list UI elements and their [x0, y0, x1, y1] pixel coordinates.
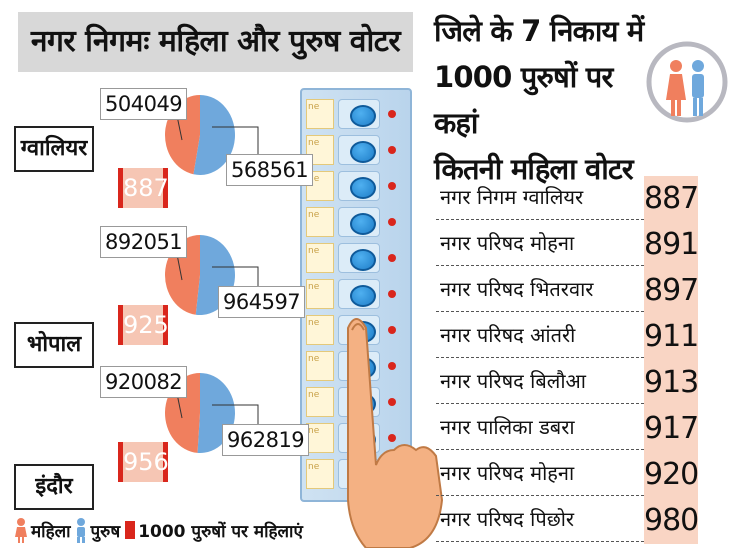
- evm-led: [388, 146, 396, 154]
- evm-button: [350, 285, 376, 307]
- table-row: नगर पालिका डबरा 917: [436, 406, 699, 452]
- left-title: नगर निगमः महिला और पुरुष वोटर: [18, 12, 413, 72]
- woman-icon: [15, 518, 27, 543]
- evm-candidate-slot: ne: [306, 387, 334, 417]
- voters-icon: [646, 26, 728, 144]
- evm-candidate-slot: ne: [306, 99, 334, 129]
- table-row-label: नगर परिषद मोहना: [440, 461, 575, 485]
- table-row-value: 980: [644, 498, 699, 544]
- evm-candidate-slot: ne: [306, 315, 334, 345]
- evm-row: ne: [302, 132, 410, 168]
- evm-candidate-slot: ne: [306, 423, 334, 453]
- leader-line: [212, 126, 259, 156]
- table-row-value: 917: [644, 406, 699, 452]
- hand-illustration: [347, 318, 444, 548]
- table-row-value: 887: [644, 176, 699, 222]
- female-voters-value: 504049: [100, 88, 188, 120]
- table-row-value: 891: [644, 222, 699, 268]
- table-row-label: नगर परिषद पिछोर: [440, 507, 575, 531]
- male-voters-value: 962819: [222, 424, 310, 456]
- evm-button: [350, 177, 376, 199]
- table-row: नगर परिषद मोहना 920: [436, 452, 699, 498]
- evm-candidate-slot: ne: [306, 459, 334, 489]
- evm-button: [350, 213, 376, 235]
- table-row: नगर परिषद पिछोर 980: [436, 498, 699, 544]
- table-row-label: नगर निगम ग्वालियर: [440, 185, 584, 209]
- evm-row: ne: [302, 204, 410, 240]
- city-label: भोपाल: [14, 322, 94, 368]
- row-divider: [436, 403, 644, 404]
- evm-row: ne: [302, 240, 410, 276]
- legend-ratio-swatch: [125, 521, 136, 539]
- table-row-value: 913: [644, 360, 699, 406]
- evm-candidate-slot: ne: [306, 279, 334, 309]
- table-row-value: 897: [644, 268, 699, 314]
- evm-candidate-slot: ne: [306, 207, 334, 237]
- city-label: इंदौर: [14, 464, 94, 510]
- right-title-line: 1000 पुरुषों पर कहां: [434, 60, 613, 140]
- female-voters-value: 892051: [100, 226, 188, 258]
- evm-led: [388, 398, 396, 406]
- table-row: नगर निगम ग्वालियर 887: [436, 176, 699, 222]
- table-row: नगर परिषद मोहना 891: [436, 222, 699, 268]
- ratio-value: 925: [118, 305, 169, 345]
- table-row-label: नगर परिषद बिलौआ: [440, 369, 586, 393]
- table-row-label: नगर परिषद आंतरी: [440, 323, 576, 347]
- legend: महिला पुरुष 1000 पुरुषों पर महिलाएं: [14, 516, 303, 544]
- evm-button: [350, 105, 376, 127]
- evm-row: ne: [302, 168, 410, 204]
- row-divider: [436, 219, 644, 220]
- evm-led: [388, 254, 396, 262]
- table-row: नगर परिषद बिलौआ 913: [436, 360, 699, 406]
- evm-led: [388, 362, 396, 370]
- evm-led: [388, 290, 396, 298]
- male-voters-value: 568561: [226, 154, 314, 186]
- right-title-line: कितनी महिला वोटर: [434, 152, 634, 186]
- right-title: जिले के 7 निकाय में 1000 पुरुषों पर कहां…: [434, 8, 654, 192]
- evm-button: [350, 249, 376, 271]
- legend-male: पुरुष: [90, 521, 121, 542]
- legend-female: महिला: [31, 521, 71, 542]
- legend-ratio: 1000 पुरुषों पर महिलाएं: [138, 521, 303, 542]
- evm-candidate-slot: ne: [306, 171, 334, 201]
- table-row-value: 911: [644, 314, 699, 360]
- evm-led: [388, 434, 396, 442]
- evm-led: [388, 110, 396, 118]
- ratio-value: 887: [118, 168, 169, 208]
- table-row-value: 920: [644, 452, 699, 498]
- evm-led: [388, 326, 396, 334]
- evm-candidate-slot: ne: [306, 243, 334, 273]
- evm-button: [350, 141, 376, 163]
- pie-slice-male: [193, 95, 235, 175]
- table-row-label: नगर परिषद भितरवार: [440, 277, 594, 301]
- city-label: ग्वालियर: [14, 126, 94, 172]
- female-voters-value: 920082: [100, 366, 188, 398]
- male-voters-value: 964597: [218, 286, 306, 318]
- evm-led: [388, 218, 396, 226]
- row-divider: [436, 357, 644, 358]
- table-row-label: नगर पालिका डबरा: [440, 415, 575, 439]
- row-divider: [436, 265, 644, 266]
- row-divider: [436, 495, 644, 496]
- pie-charts: [164, 95, 259, 453]
- evm-candidate-slot: ne: [306, 351, 334, 381]
- evm-row: ne: [302, 276, 410, 312]
- table-row: नगर परिषद भितरवार 897: [436, 268, 699, 314]
- evm-row: ne: [302, 96, 410, 132]
- row-divider: [436, 449, 644, 450]
- ratio-value: 956: [118, 442, 169, 482]
- leader-line: [212, 404, 259, 426]
- man-icon: [76, 518, 85, 543]
- table-row: नगर परिषद आंतरी 911: [436, 314, 699, 360]
- leader-line: [212, 266, 259, 288]
- evm-led: [388, 182, 396, 190]
- row-divider: [436, 541, 644, 542]
- right-title-line: जिले के 7 निकाय में: [434, 14, 644, 48]
- row-divider: [436, 311, 644, 312]
- table-row-label: नगर परिषद मोहना: [440, 231, 575, 255]
